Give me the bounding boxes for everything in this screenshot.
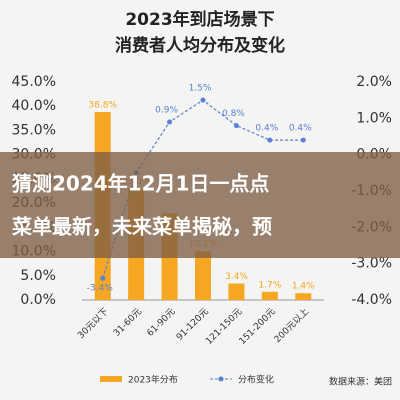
overlay-text: 菜单最新，未来菜单揭秘，预 <box>11 215 272 239</box>
x-tick-label: 61-90元 <box>146 307 178 339</box>
legend-label: 分布变化 <box>238 374 274 386</box>
data-label: 0.4% <box>289 124 312 134</box>
data-label: 0.4% <box>255 124 278 134</box>
overlay-text: 猜测2024年12月1日一点点 <box>11 172 269 196</box>
y-tick-label: 40.0% <box>12 98 56 114</box>
line-marker <box>200 97 206 103</box>
y-tick-label: 45.0% <box>12 74 56 90</box>
data-label: 3.4% <box>225 272 248 282</box>
x-tick-label: 151-200元 <box>238 307 278 347</box>
chart-title: 消费者人均分布及变化 <box>115 35 285 56</box>
x-tick-label: 200元以上 <box>272 306 311 345</box>
source: 数据来源：美团 <box>329 376 392 388</box>
data-label: 1.7% <box>258 280 281 290</box>
data-label: 1.5% <box>189 84 212 94</box>
legend-swatch <box>218 376 224 382</box>
y2-tick-label: -3.0% <box>351 256 392 272</box>
data-label: 0.9% <box>155 105 178 115</box>
chart-title: 2023年到店场景下 <box>125 9 274 30</box>
bar <box>295 293 312 300</box>
y-tick-label: 0.0% <box>20 292 56 308</box>
y-tick-label: 35.0% <box>12 122 56 138</box>
line-marker <box>100 275 106 281</box>
x-tick-label: 31-60元 <box>112 307 144 339</box>
line-marker <box>233 123 239 129</box>
legend-label: 2023年分布 <box>128 374 178 386</box>
line-marker <box>300 137 306 143</box>
line-marker <box>167 119 173 125</box>
y2-tick-label: 1.0% <box>356 110 392 126</box>
line-marker <box>267 137 273 143</box>
legend-swatch <box>100 376 122 382</box>
bar <box>228 283 245 300</box>
data-label: 0.8% <box>222 109 245 119</box>
overlay-banner <box>0 152 400 258</box>
y-tick-label: 5.0% <box>20 268 56 284</box>
data-label: 1.4% <box>292 282 315 292</box>
y2-tick-label: 2.0% <box>356 74 392 90</box>
data-label: -3.4% <box>87 284 114 294</box>
x-tick-label: 30元以下 <box>76 307 110 341</box>
bar <box>261 291 278 300</box>
y2-tick-label: -4.0% <box>351 292 392 308</box>
data-label: 38.8% <box>88 101 117 111</box>
bar <box>195 251 211 300</box>
